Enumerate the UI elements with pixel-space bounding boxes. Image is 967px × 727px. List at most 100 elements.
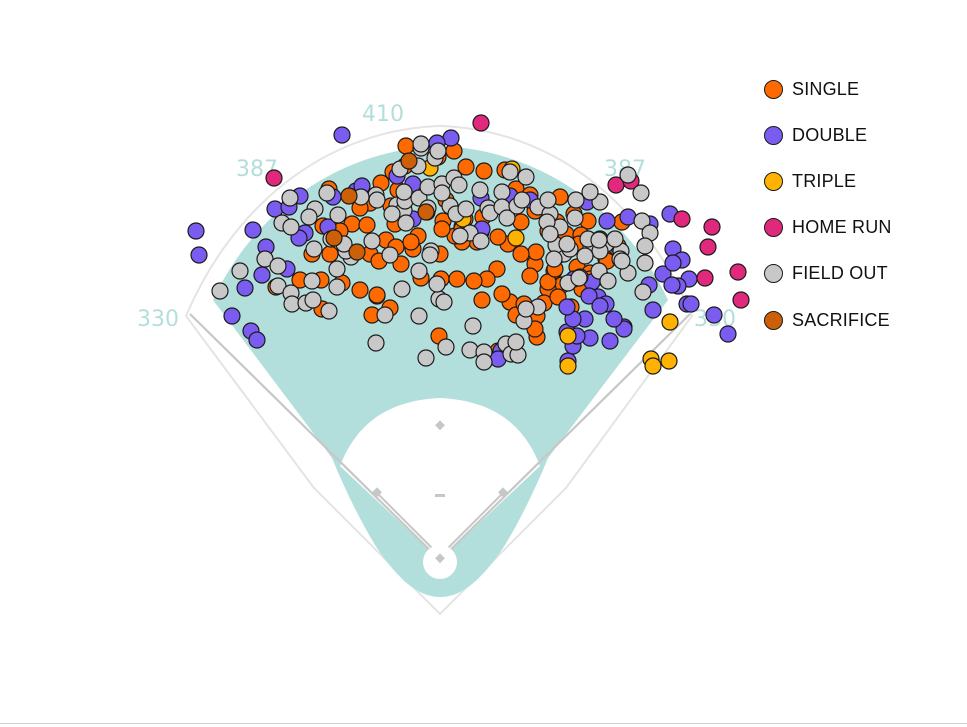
- field-out-point: [471, 181, 489, 199]
- single-point: [457, 158, 475, 176]
- field-out-point: [451, 227, 469, 245]
- field-out-point: [282, 218, 300, 236]
- double-point: [605, 310, 623, 328]
- field-out-point: [517, 168, 535, 186]
- double-point: [705, 306, 723, 324]
- first-base: [498, 487, 508, 498]
- home-run-point: [732, 291, 750, 309]
- field-out-point: [320, 302, 338, 320]
- double-point: [591, 297, 609, 315]
- field-out-point: [581, 183, 599, 201]
- legend-item-triple: TRIPLE: [764, 158, 892, 204]
- field-out-point: [437, 338, 455, 356]
- field-out-point: [329, 206, 347, 224]
- single-point: [493, 285, 511, 303]
- field-out-point: [472, 232, 490, 250]
- field-out-point: [590, 231, 608, 249]
- field-out-point: [397, 214, 415, 232]
- home-run-point: [703, 218, 721, 236]
- legend-swatch-triple: [764, 171, 783, 191]
- single-point: [358, 216, 376, 234]
- legend-item-single: SINGLE: [764, 66, 892, 112]
- field-out-point: [576, 247, 594, 265]
- double-point: [682, 295, 700, 313]
- field-out-point: [383, 205, 401, 223]
- single-point: [512, 245, 530, 263]
- field-out-point: [507, 333, 525, 351]
- field-out-point: [410, 262, 428, 280]
- double-point: [580, 287, 598, 305]
- field-out-point: [498, 209, 516, 227]
- distance-label-center: 410: [362, 102, 404, 127]
- triple-point: [661, 313, 679, 331]
- triple-point: [559, 327, 577, 345]
- double-point: [187, 222, 205, 240]
- field-out-point: [304, 291, 322, 309]
- double-point: [664, 254, 682, 272]
- single-point: [397, 137, 415, 155]
- infield-dirt-cutout: [340, 398, 540, 560]
- single-point: [433, 220, 451, 238]
- home-run-point: [696, 269, 714, 287]
- field-out-point: [318, 184, 336, 202]
- single-point: [448, 270, 466, 288]
- single-point: [392, 255, 410, 273]
- field-out-point: [493, 183, 511, 201]
- field-out-point: [300, 208, 318, 226]
- double-point: [558, 298, 576, 316]
- sacrifice-point: [400, 152, 418, 170]
- field-out-point: [231, 262, 249, 280]
- field-out-point: [381, 246, 399, 264]
- legend-swatch-field-out: [764, 264, 783, 284]
- bottom-divider: [0, 723, 967, 724]
- field-out-point: [421, 246, 439, 264]
- field-out-point: [619, 166, 637, 184]
- field-out-point: [435, 293, 453, 311]
- legend-label-triple: TRIPLE: [792, 170, 857, 191]
- distance-label-left-line: 330: [137, 307, 179, 332]
- field-out-point: [412, 135, 430, 153]
- field-out-point: [367, 334, 385, 352]
- single-point: [402, 233, 420, 251]
- field-out-point: [636, 237, 654, 255]
- legend-swatch-double: [764, 125, 783, 145]
- double-point: [244, 221, 262, 239]
- field-out-point: [256, 250, 274, 268]
- field-out-point: [269, 277, 287, 295]
- left-foul-line: [189, 313, 441, 561]
- second-base: [435, 420, 445, 431]
- field-out-point: [517, 300, 535, 318]
- field-out-point: [395, 183, 413, 201]
- sacrifice-point: [417, 203, 435, 221]
- field-out-point: [211, 282, 229, 300]
- legend-item-sacrifice: SACRIFICE: [764, 297, 892, 343]
- double-point: [223, 307, 241, 325]
- field-out-point: [501, 163, 519, 181]
- sacrifice-point: [325, 229, 343, 247]
- legend: SINGLE DOUBLE TRIPLE HOME RUN FIELD OUT …: [764, 66, 892, 343]
- field-out-point: [545, 250, 563, 268]
- legend-swatch-sacrifice: [764, 310, 783, 330]
- field-out-point: [328, 278, 346, 296]
- legend-label-field-out: FIELD OUT: [792, 263, 888, 284]
- third-base: [372, 487, 382, 498]
- field-out-point: [513, 191, 531, 209]
- triple-point: [507, 229, 525, 247]
- home-run-point: [673, 210, 691, 228]
- double-point: [190, 246, 208, 264]
- field-out-point: [393, 280, 411, 298]
- double-point: [598, 212, 616, 230]
- single-point: [351, 281, 369, 299]
- field-out-point: [475, 353, 493, 371]
- baseline-first: [439, 492, 504, 557]
- legend-label-sacrifice: SACRIFICE: [792, 309, 890, 330]
- field-out-point: [632, 184, 650, 202]
- field-out-point: [281, 189, 299, 207]
- pitchers-rubber: [435, 494, 445, 497]
- legend-label-home-run: HOME RUN: [792, 217, 892, 238]
- single-point: [321, 245, 339, 263]
- single-point: [368, 286, 386, 304]
- double-point: [333, 126, 351, 144]
- triple-point: [660, 352, 678, 370]
- double-point: [236, 279, 254, 297]
